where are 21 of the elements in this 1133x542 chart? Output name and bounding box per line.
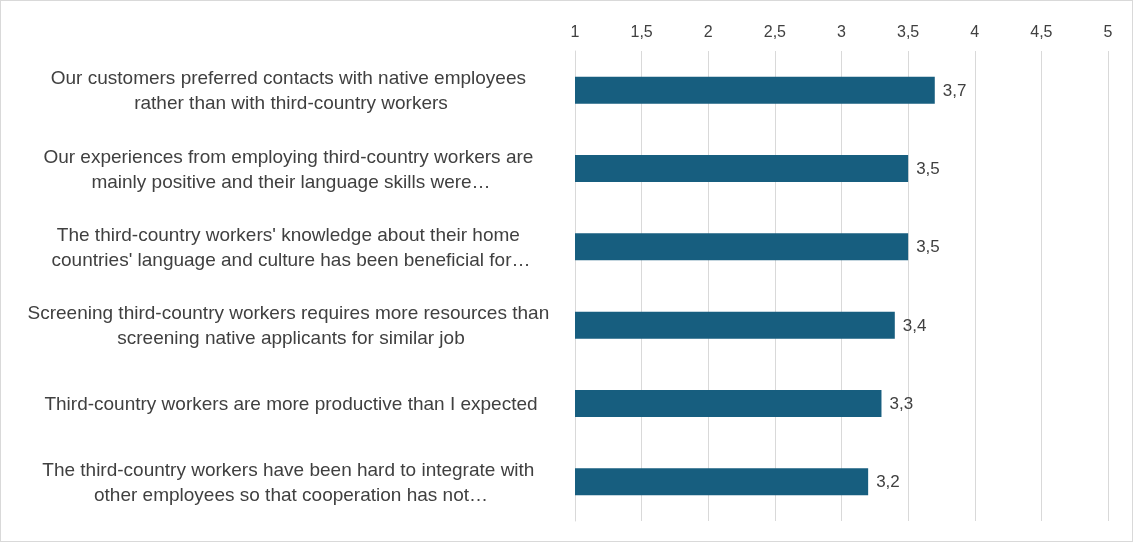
y-tick-label: The third-country workers have been hard to integrate with other employees so that cooperation has not… [42,458,540,505]
y-tick-label: The third-country workers' knowledge about their home countries' language and culture has been beneficial for… [51,223,531,270]
x-tick-label: 1 [570,22,580,40]
x-tick-label: 4,5 [1030,22,1053,40]
x-tick-label: 4 [970,22,980,40]
x-tick-label: 2,5 [763,22,787,40]
x-tick-label: 3,5 [897,22,920,40]
data-label: 3,2 [876,472,900,492]
data-label: 3,5 [916,159,940,178]
data-label: 3,5 [916,237,940,257]
data-label: 3,7 [942,80,967,100]
y-tick-label: Our experiences from employing third-country workers are mainly positive and their language skills were… [43,145,539,192]
y-tick-label: Our customers preferred contacts with native employees rather than with third-country workers [50,67,532,114]
data-label: 3,3 [889,394,914,413]
x-tick-label: 2 [703,22,713,40]
x-tick-label: 3 [837,22,847,40]
x-tick-label: 5 [1103,22,1113,40]
x-tick-label: 1,5 [630,22,653,40]
data-label: 3,4 [902,315,927,335]
y-tick-label: Screening third-country workers requires more resources than screening native applicants for similar job [27,302,555,349]
y-tick-label: Third-country workers are more productive than I expected [44,393,538,414]
